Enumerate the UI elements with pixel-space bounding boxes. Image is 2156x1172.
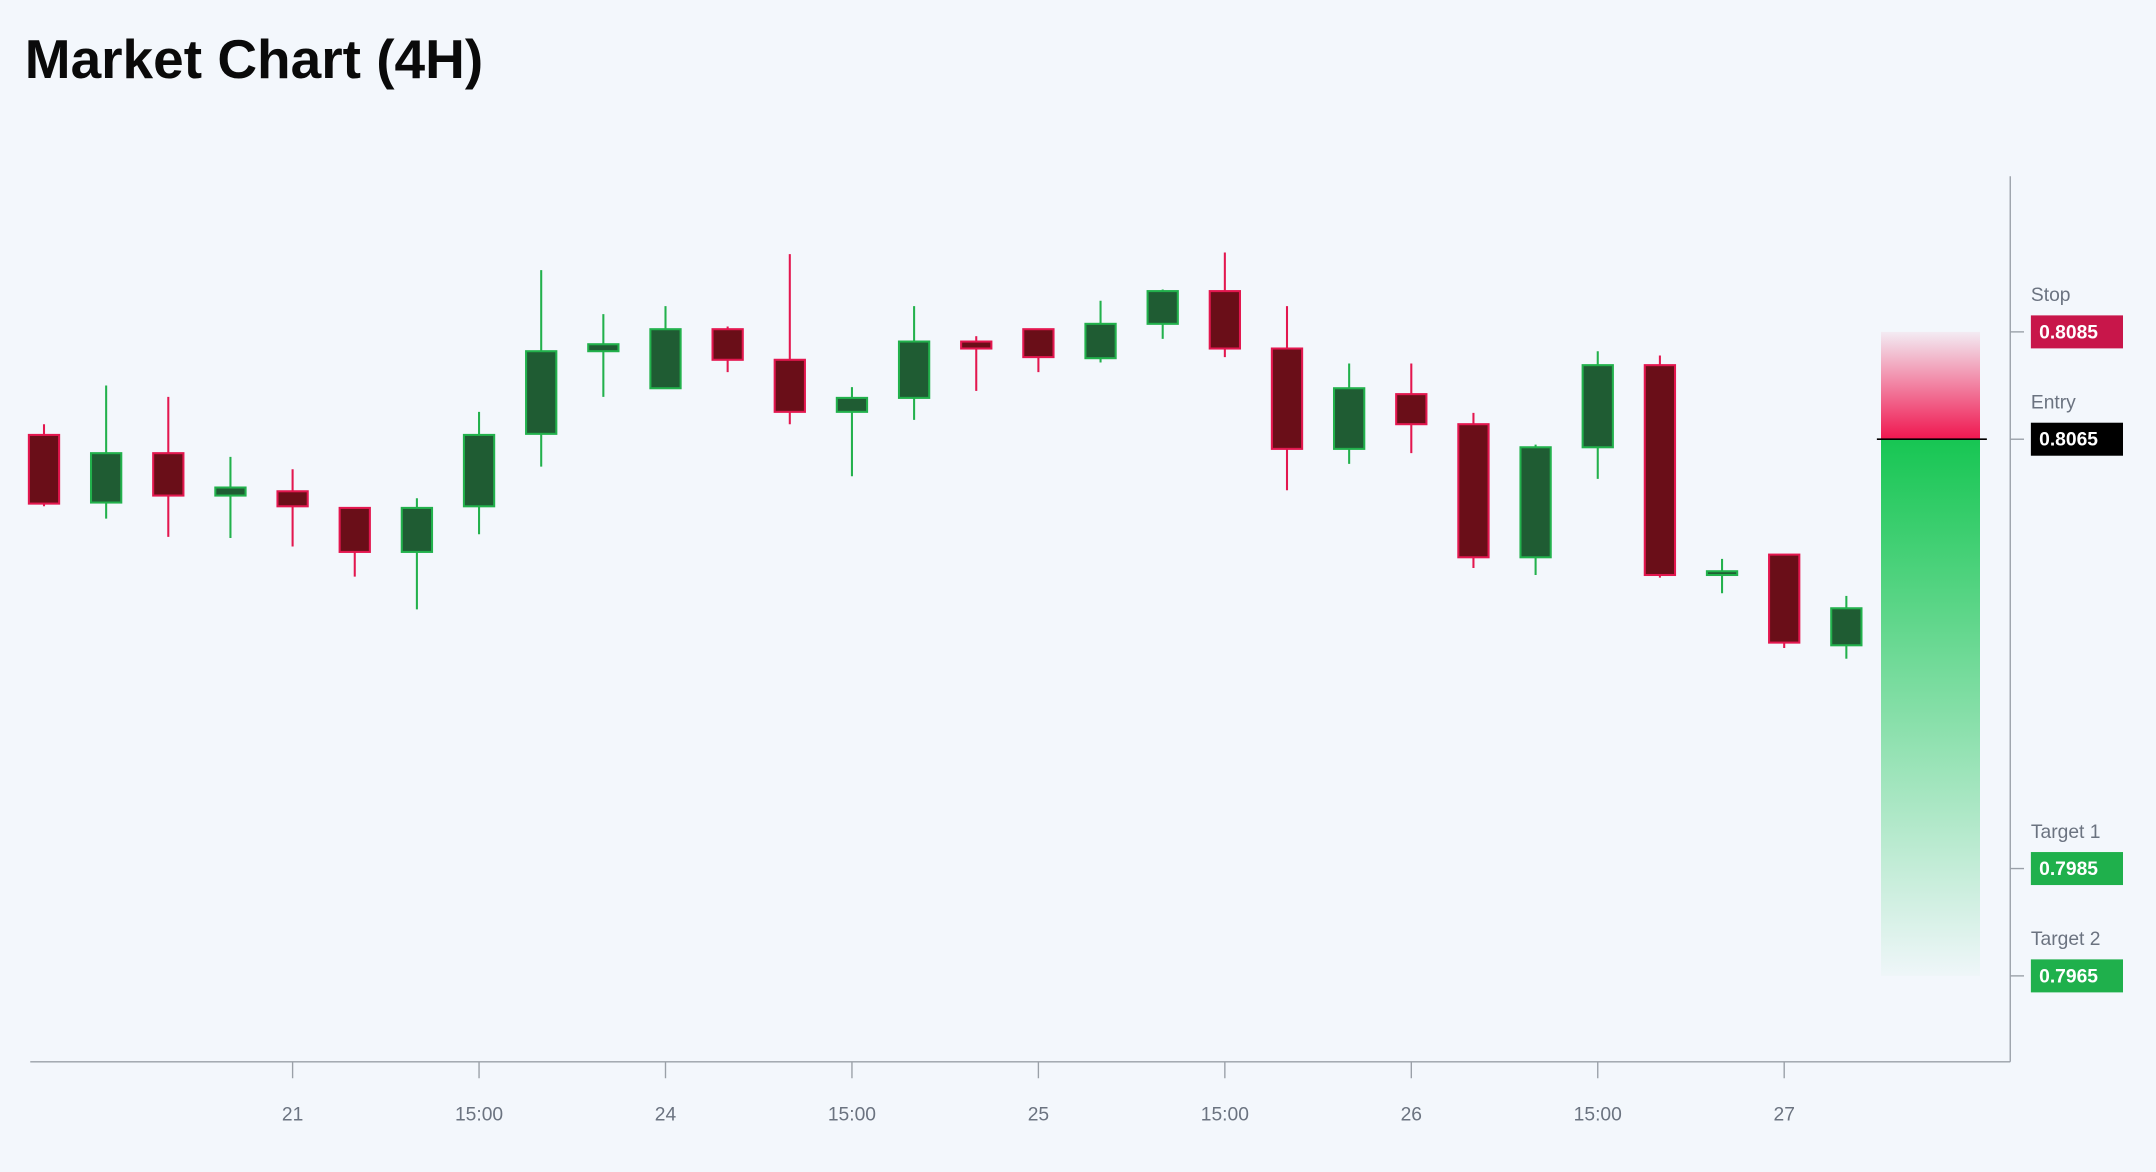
candle-body (1084, 322, 1117, 360)
candle-body (89, 452, 123, 504)
candle-body (1022, 328, 1055, 359)
level-badge (2030, 315, 2123, 349)
candle-body (1395, 393, 1428, 426)
candle-body (835, 396, 869, 413)
candle-body (214, 486, 247, 497)
candle-body (1768, 553, 1801, 644)
x-tick-label: 26 (1401, 1104, 1422, 1125)
level-value: 0.8085 (2039, 322, 2098, 343)
candle-body (152, 452, 185, 497)
x-tick-label: 15:00 (828, 1104, 876, 1125)
candle-body (525, 350, 558, 435)
candle-body (773, 358, 806, 413)
candle-body (276, 490, 309, 508)
x-tick-label: 27 (1773, 1104, 1794, 1125)
candle-body (462, 433, 496, 508)
candle-body (711, 328, 744, 361)
level-value: 0.7965 (2039, 966, 2098, 987)
x-tick-label: 15:00 (1201, 1104, 1249, 1125)
level-name: Target 2 (2031, 929, 2101, 950)
reward-zone (1881, 439, 1980, 976)
candle-body (1146, 290, 1179, 325)
level-value: 0.8065 (2039, 430, 2098, 451)
level-badge (2030, 422, 2123, 456)
candle-body (897, 340, 931, 399)
risk-zone (1881, 331, 1980, 440)
x-tick-label: 15:00 (1574, 1104, 1622, 1125)
x-tick-label: 21 (282, 1104, 303, 1125)
candle-body (1208, 290, 1242, 350)
level-name: Stop (2031, 285, 2071, 306)
level-badge (2030, 959, 2123, 993)
candle-body (27, 433, 61, 505)
level-value: 0.7985 (2039, 859, 2098, 880)
candle-body (587, 343, 620, 353)
x-tick-label: 25 (1028, 1104, 1049, 1125)
candle-body (649, 328, 682, 390)
candle-body (960, 340, 993, 350)
chart-title: Market Chart (4H) (25, 28, 483, 90)
level-name: Target 1 (2031, 822, 2101, 843)
candle-body (400, 506, 434, 553)
candle-body (1519, 446, 1552, 559)
candle-body (1643, 364, 1677, 577)
level-badge (2030, 852, 2123, 886)
candle-body (1270, 347, 1304, 450)
candle-body (338, 506, 371, 553)
candle-body (1581, 364, 1614, 449)
candle-body (1705, 570, 1739, 577)
candle-body (1332, 387, 1366, 450)
x-tick-label: 15:00 (455, 1104, 503, 1125)
candle-body (1830, 607, 1863, 647)
candle-body (1457, 423, 1490, 559)
level-name: Entry (2031, 393, 2076, 414)
x-tick-label: 24 (655, 1104, 677, 1125)
